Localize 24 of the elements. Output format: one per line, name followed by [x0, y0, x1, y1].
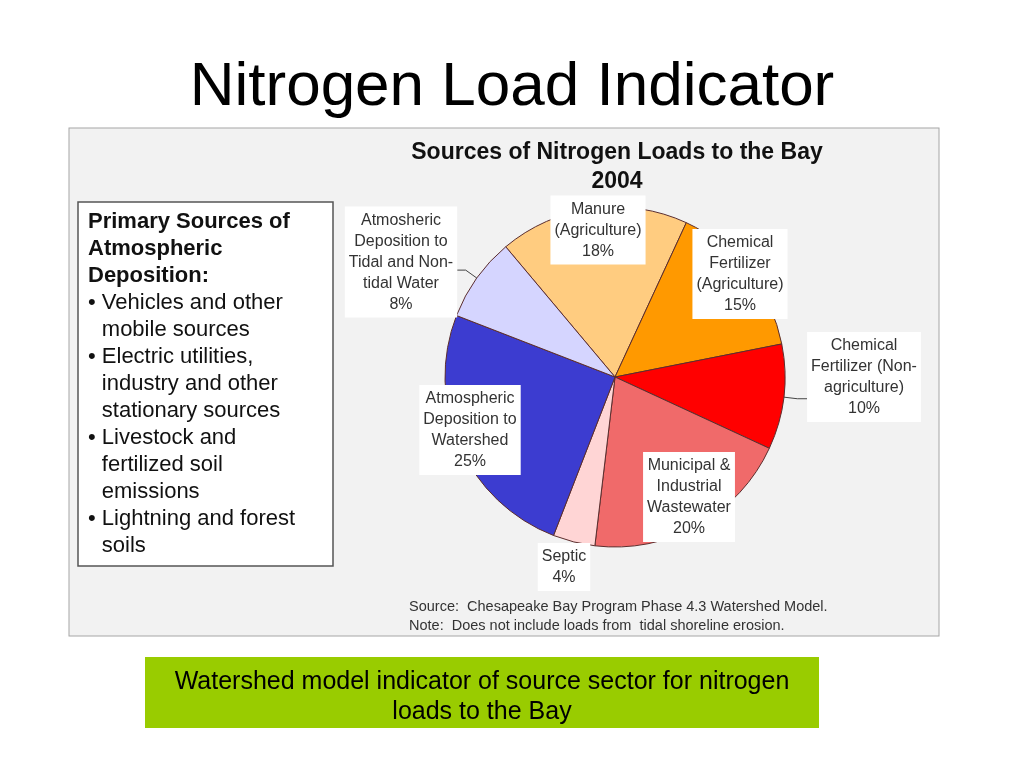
text: • Livestock and fertilized soil emissions: [88, 424, 237, 503]
data-label: 25%: [453, 452, 487, 469]
data-label: 15%: [723, 296, 757, 313]
slice-label: Atmospheric Deposition to Watershed: [423, 389, 517, 448]
chart-title: Nitrogen Load Indicator: [189, 49, 835, 118]
text: • Lightning and forest soils: [88, 505, 296, 557]
text: Primary Sources of Atmospheric Deposition:: [88, 208, 291, 287]
data-label: 20%: [672, 519, 706, 536]
data-label: 8%: [389, 294, 413, 312]
slice-label: Manure (Agriculture): [554, 199, 642, 238]
slice-label: Municipal & Industrial Wastewater: [647, 456, 732, 515]
data-label: 10%: [847, 399, 881, 416]
text: • Vehicles and other mobile sources: [88, 289, 283, 341]
text: • Electric utilities, industry and other stationary sources: [88, 343, 281, 422]
slice-label: Chemical Fertilizer (Non-agriculture): [811, 336, 917, 395]
text: Watershed model indicator of source sector for nitrogen loads to the Bay: [174, 666, 790, 724]
slice-label: Septic: [541, 547, 587, 564]
slice-label: Atmosheric Deposition to Tidal and Non-tidal Water: [348, 210, 454, 291]
data-label: 18%: [581, 241, 615, 259]
data-label: 4%: [552, 568, 576, 585]
text: Note: Does not include loads from tidal shoreline erosion.: [409, 617, 785, 633]
slice-label: Chemical Fertilizer (Agriculture): [696, 233, 784, 292]
chart-subtitle: Sources of Nitrogen Loads to the Bay 2004: [411, 138, 823, 193]
source-note: Source: Chesapeake Bay Program Phase 4.3 Watershed Model.: [409, 598, 828, 614]
